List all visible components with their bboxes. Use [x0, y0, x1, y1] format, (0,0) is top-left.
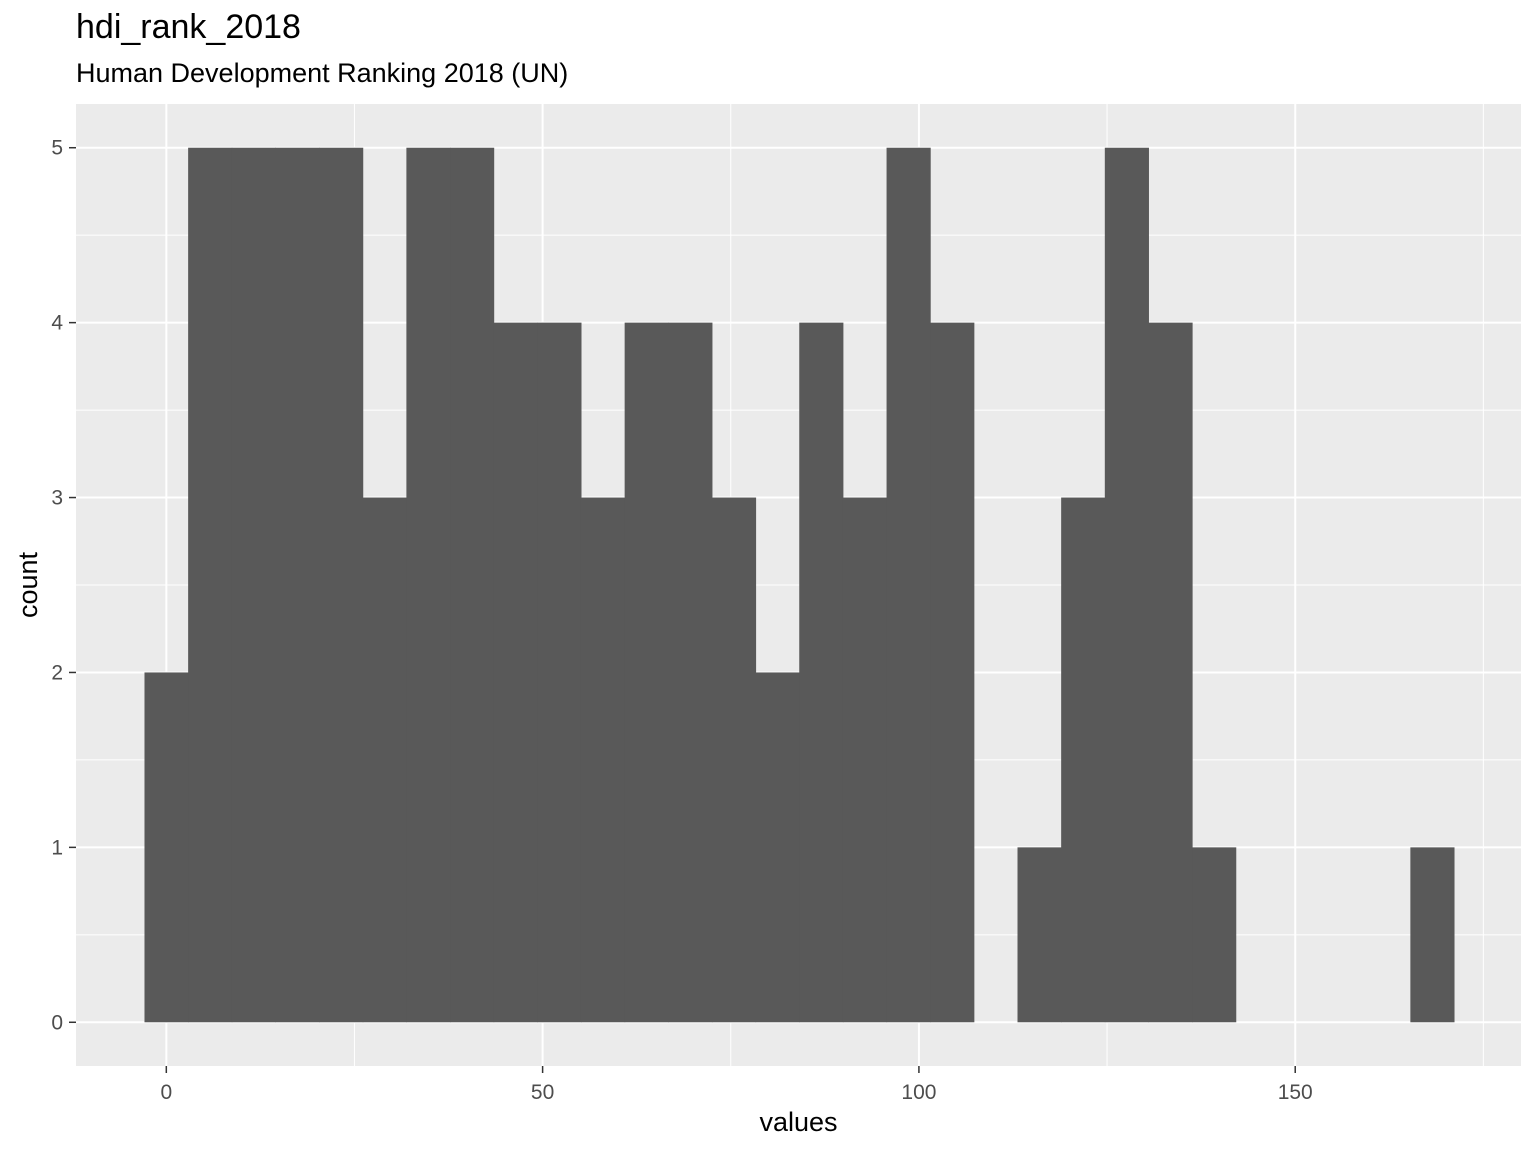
- histogram-bar: [624, 322, 669, 1023]
- histogram-bar: [537, 322, 582, 1023]
- histogram-bar: [1410, 847, 1455, 1023]
- chart-subtitle: Human Development Ranking 2018 (UN): [76, 58, 569, 88]
- histogram-bar: [1104, 147, 1149, 1023]
- y-axis-title: count: [13, 551, 43, 618]
- x-axis: 0 50 100 150: [160, 1066, 1313, 1104]
- histogram-bar: [275, 147, 320, 1023]
- histogram-bar: [711, 497, 757, 1023]
- x-tick-label: 100: [901, 1081, 936, 1104]
- x-tick-label: 150: [1278, 1081, 1313, 1104]
- histogram-bar: [362, 497, 407, 1023]
- x-axis-title: values: [759, 1107, 837, 1137]
- histogram-bar: [231, 147, 276, 1023]
- histogram-bar: [580, 497, 626, 1023]
- histogram-bar: [1192, 847, 1237, 1023]
- y-tick-label: 0: [51, 1011, 63, 1034]
- histogram-bar: [406, 147, 451, 1023]
- histogram-bar: [886, 147, 931, 1023]
- histogram-bar: [144, 672, 189, 1023]
- histogram-bar: [930, 322, 975, 1023]
- histogram-bar: [188, 147, 233, 1023]
- chart-title: hdi_rank_2018: [76, 8, 301, 46]
- x-tick-label: 0: [160, 1081, 172, 1104]
- y-tick-label: 1: [51, 836, 63, 859]
- histogram-bar: [668, 322, 713, 1023]
- histogram-bar: [450, 147, 495, 1023]
- y-tick-label: 4: [51, 312, 63, 335]
- histogram-bar: [319, 147, 364, 1023]
- histogram-bar: [1061, 497, 1106, 1023]
- y-tick-label: 3: [51, 487, 63, 510]
- y-tick-label: 2: [51, 661, 63, 684]
- histogram-bar: [755, 672, 800, 1023]
- histogram-bar: [1017, 847, 1062, 1023]
- histogram-bar: [1148, 322, 1193, 1023]
- histogram-bar: [842, 497, 888, 1023]
- y-tick-label: 5: [51, 137, 63, 160]
- y-axis: 0 1 2 3 4 5: [51, 137, 76, 1034]
- x-tick-label: 50: [531, 1081, 554, 1104]
- histogram-bar: [799, 322, 844, 1023]
- histogram-bars: [144, 147, 1455, 1023]
- histogram-bar: [493, 322, 538, 1023]
